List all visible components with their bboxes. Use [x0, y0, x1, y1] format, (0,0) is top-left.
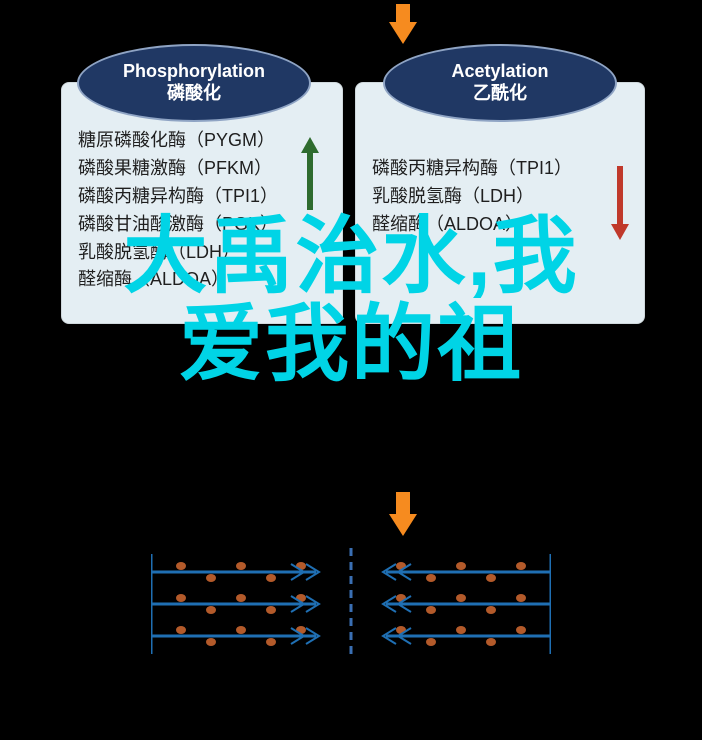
left-item: 磷酸丙糖异构酶（TPI1） — [78, 183, 326, 211]
top-arrow-head — [389, 22, 417, 44]
up-arrow-stem — [307, 152, 313, 210]
down-arrow-head — [611, 224, 629, 240]
left-item: 糖原磷酸化酶（PYGM） — [78, 127, 326, 155]
left-item: 磷酸甘油酸激酶（PGK） — [78, 211, 326, 239]
phosphorylation-zh: 磷酸化 — [167, 83, 221, 105]
up-arrow-head — [301, 137, 319, 153]
phosphorylation-en: Phosphorylation — [123, 61, 265, 83]
right-item: 醛缩酶（ALDOA） — [372, 211, 628, 239]
diagram-stage: 糖原磷酸化酶（PYGM） 磷酸果糖激酶（PFKM） 磷酸丙糖异构酶（TPI1） … — [63, 10, 638, 730]
mid-arrow-head — [389, 514, 417, 536]
left-item: 醛缩酶（ALDOA） — [78, 266, 326, 294]
top-arrow-stem — [396, 4, 410, 22]
mid-arrow-stem — [396, 492, 410, 514]
sarcomere-diagram — [151, 544, 551, 664]
phosphorylation-ellipse: Phosphorylation 磷酸化 — [77, 44, 311, 122]
left-item: 乳酸脱氢酶（LDH） — [78, 239, 326, 267]
right-item: 乳酸脱氢酶（LDH） — [372, 183, 628, 211]
down-arrow-stem — [617, 166, 623, 224]
right-item: 磷酸丙糖异构酶（TPI1） — [372, 155, 628, 183]
acetylation-en: Acetylation — [451, 61, 548, 83]
acetylation-zh: 乙酰化 — [473, 83, 527, 105]
acetylation-ellipse: Acetylation 乙酰化 — [383, 44, 617, 122]
left-item: 磷酸果糖激酶（PFKM） — [78, 155, 326, 183]
